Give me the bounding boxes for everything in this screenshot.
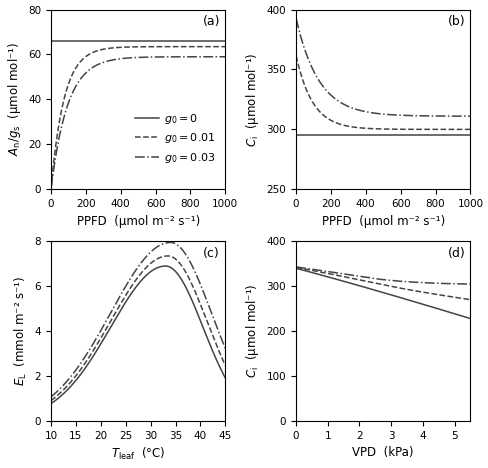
X-axis label: VPD  (kPa): VPD (kPa) [352,446,413,460]
$g_0 = 0.01$ [48,184,54,190]
$g_0 = 0.03$ [127,55,133,61]
Y-axis label: $E_\mathrm{L}$  (mmol m⁻² s⁻¹): $E_\mathrm{L}$ (mmol m⁻² s⁻¹) [13,276,29,386]
$g_0 = 0.03$ [151,54,157,60]
$g_0 = 0$ [48,38,54,44]
Line: $g_0 = 0.03$: $g_0 = 0.03$ [51,57,225,188]
X-axis label: PPFD  (μmol m⁻² s⁻¹): PPFD (μmol m⁻² s⁻¹) [321,215,444,227]
X-axis label: $T_\mathrm{leaf}$  (°C): $T_\mathrm{leaf}$ (°C) [111,446,165,462]
$g_0 = 0$ [93,38,99,44]
$g_0 = 0$ [151,38,157,44]
Text: (c): (c) [203,247,220,260]
Y-axis label: $C_\mathrm{i}$  (μmol mol⁻¹): $C_\mathrm{i}$ (μmol mol⁻¹) [244,284,261,379]
$g_0 = 0.01$ [79,57,85,63]
$g_0 = 0$ [179,38,185,44]
$g_0 = 0$ [127,38,133,44]
Text: (d): (d) [447,247,464,260]
$g_0 = 0.01$ [164,44,170,50]
$g_0 = 0.01$ [151,44,157,50]
$g_0 = 0$ [79,38,85,44]
$g_0 = 0.01$ [222,44,228,50]
$g_0 = 0.03$ [48,185,54,191]
$g_0 = 0.01$ [93,48,99,54]
$g_0 = 0$ [164,38,170,44]
$g_0 = 0.03$ [222,54,228,59]
$g_0 = 0.03$ [179,54,185,59]
X-axis label: PPFD  (μmol m⁻² s⁻¹): PPFD (μmol m⁻² s⁻¹) [76,215,200,227]
Line: $g_0 = 0.01$: $g_0 = 0.01$ [51,47,225,187]
$g_0 = 0.03$ [164,54,170,59]
$g_0 = 0.01$ [179,44,185,50]
Y-axis label: $A_\mathrm{n}/g_\mathrm{s}$  (μmol mol⁻¹): $A_\mathrm{n}/g_\mathrm{s}$ (μmol mol⁻¹) [5,43,22,156]
Text: (a): (a) [202,15,220,28]
$g_0 = 0.01$ [127,44,133,50]
Legend: $g_0 = 0$, $g_0 = 0.01$, $g_0 = 0.03$: $g_0 = 0$, $g_0 = 0.01$, $g_0 = 0.03$ [130,107,219,169]
$g_0 = 0.03$ [93,63,99,68]
Text: (b): (b) [447,15,464,28]
Y-axis label: $C_\mathrm{i}$  (μmol mol⁻¹): $C_\mathrm{i}$ (μmol mol⁻¹) [244,52,261,146]
$g_0 = 0$ [222,38,228,44]
$g_0 = 0.03$ [79,74,85,80]
